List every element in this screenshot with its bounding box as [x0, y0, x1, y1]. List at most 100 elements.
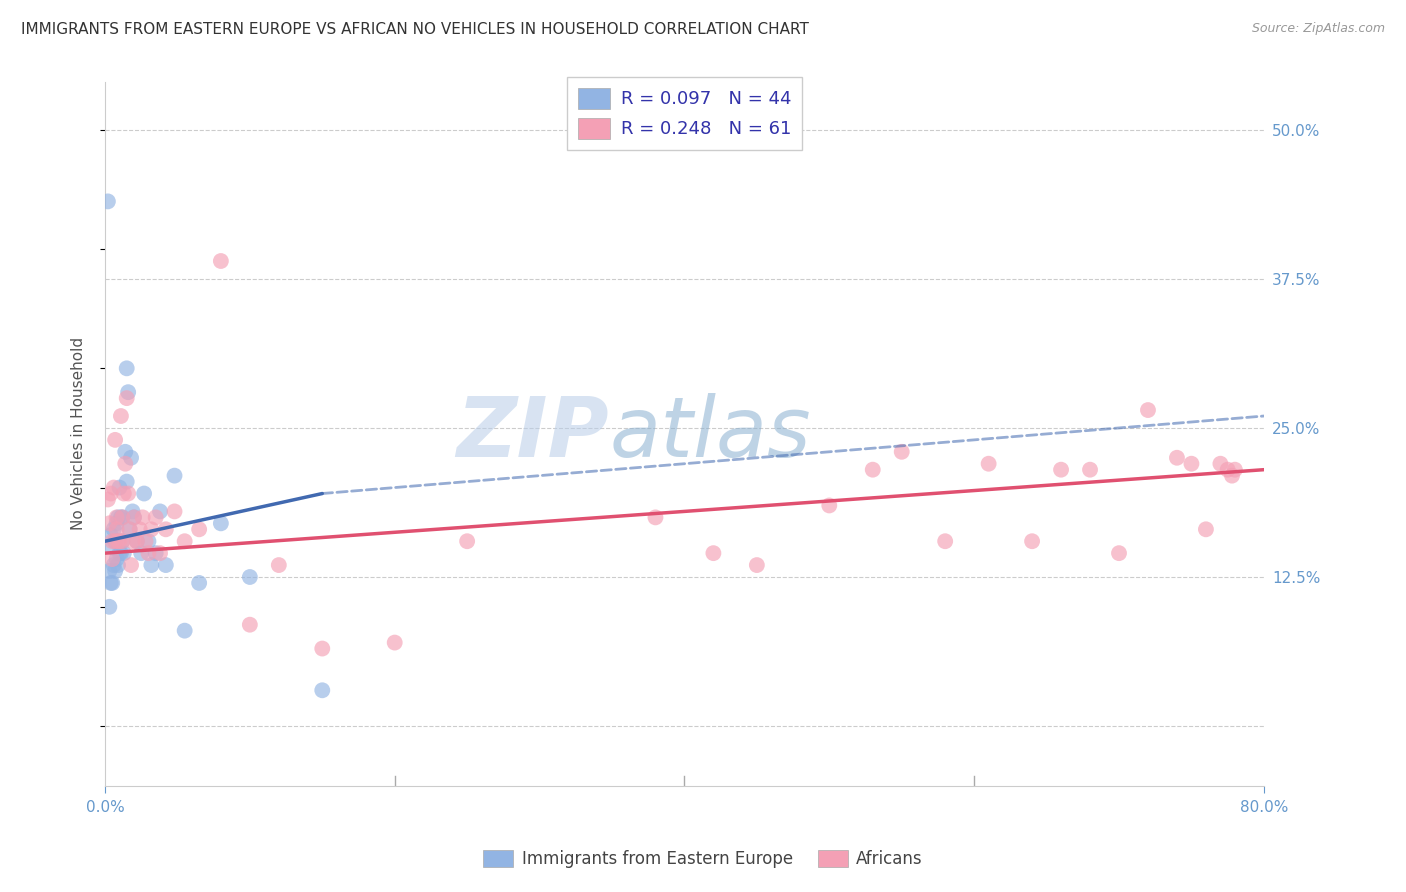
Point — [97, 492, 120, 507]
Point — [745, 558, 768, 572]
Point — [1223, 463, 1246, 477]
Point — [100, 486, 122, 500]
Point — [105, 510, 128, 524]
Point — [98, 599, 121, 614]
Point — [98, 516, 121, 531]
Point — [702, 546, 724, 560]
Point — [117, 486, 139, 500]
Point — [121, 504, 143, 518]
Point — [103, 558, 125, 572]
Point — [97, 194, 120, 209]
Point — [1209, 457, 1232, 471]
Point — [111, 534, 134, 549]
Point — [114, 457, 136, 471]
Point — [163, 504, 186, 518]
Point — [862, 463, 884, 477]
Text: IMMIGRANTS FROM EASTERN EUROPE VS AFRICAN NO VEHICLES IN HOUSEHOLD CORRELATION C: IMMIGRANTS FROM EASTERN EUROPE VS AFRICA… — [21, 22, 808, 37]
Point — [155, 522, 177, 536]
Point — [111, 534, 134, 549]
Point — [112, 486, 135, 500]
Point — [311, 683, 333, 698]
Point — [138, 534, 160, 549]
Point — [115, 361, 138, 376]
Point — [98, 564, 121, 578]
Point — [132, 486, 155, 500]
Point — [1195, 522, 1218, 536]
Point — [108, 481, 131, 495]
Point — [110, 510, 132, 524]
Point — [1180, 457, 1202, 471]
Point — [141, 558, 163, 572]
Point — [107, 510, 129, 524]
Point — [105, 516, 128, 531]
Point — [188, 522, 211, 536]
Point — [188, 576, 211, 591]
Point — [138, 546, 160, 560]
Legend: R = 0.097   N = 44, R = 0.248   N = 61: R = 0.097 N = 44, R = 0.248 N = 61 — [567, 77, 803, 150]
Point — [145, 546, 167, 560]
Point — [104, 433, 127, 447]
Point — [239, 617, 262, 632]
Point — [100, 528, 122, 542]
Point — [104, 534, 127, 549]
Point — [118, 522, 141, 536]
Point — [977, 457, 1000, 471]
Point — [105, 522, 128, 536]
Point — [456, 534, 478, 549]
Point — [117, 385, 139, 400]
Point — [173, 624, 195, 638]
Point — [115, 391, 138, 405]
Point — [311, 641, 333, 656]
Point — [122, 510, 145, 524]
Point — [110, 409, 132, 423]
Point — [105, 552, 128, 566]
Text: ZIP: ZIP — [457, 393, 609, 475]
Text: atlas: atlas — [609, 393, 811, 475]
Point — [125, 534, 148, 549]
Point — [1220, 468, 1243, 483]
Point — [108, 534, 131, 549]
Point — [107, 558, 129, 572]
Point — [120, 558, 142, 572]
Point — [103, 481, 125, 495]
Point — [122, 510, 145, 524]
Point — [115, 475, 138, 489]
Point — [1166, 450, 1188, 465]
Point — [131, 510, 153, 524]
Point — [110, 546, 132, 560]
Point — [112, 546, 135, 560]
Point — [129, 546, 152, 560]
Point — [104, 564, 127, 578]
Point — [934, 534, 956, 549]
Point — [173, 534, 195, 549]
Text: Source: ZipAtlas.com: Source: ZipAtlas.com — [1251, 22, 1385, 36]
Point — [101, 576, 124, 591]
Point — [209, 254, 232, 268]
Point — [128, 522, 150, 536]
Point — [107, 534, 129, 549]
Legend: Immigrants from Eastern Europe, Africans: Immigrants from Eastern Europe, Africans — [477, 843, 929, 875]
Point — [100, 576, 122, 591]
Point — [384, 635, 406, 649]
Point — [135, 534, 157, 549]
Point — [209, 516, 232, 531]
Point — [103, 522, 125, 536]
Point — [267, 558, 290, 572]
Point — [1216, 463, 1239, 477]
Point — [149, 546, 172, 560]
Point — [101, 540, 124, 554]
Point — [114, 444, 136, 458]
Point — [1021, 534, 1043, 549]
Point — [125, 534, 148, 549]
Point — [155, 558, 177, 572]
Point — [145, 510, 167, 524]
Point — [1050, 463, 1073, 477]
Point — [818, 499, 841, 513]
Point — [149, 504, 172, 518]
Point — [101, 534, 124, 549]
Point — [141, 522, 163, 536]
Y-axis label: No Vehicles in Household: No Vehicles in Household — [72, 337, 86, 531]
Point — [101, 552, 124, 566]
Point — [1136, 403, 1159, 417]
Point — [163, 468, 186, 483]
